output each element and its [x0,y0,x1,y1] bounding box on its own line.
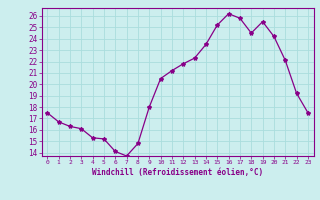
X-axis label: Windchill (Refroidissement éolien,°C): Windchill (Refroidissement éolien,°C) [92,168,263,177]
